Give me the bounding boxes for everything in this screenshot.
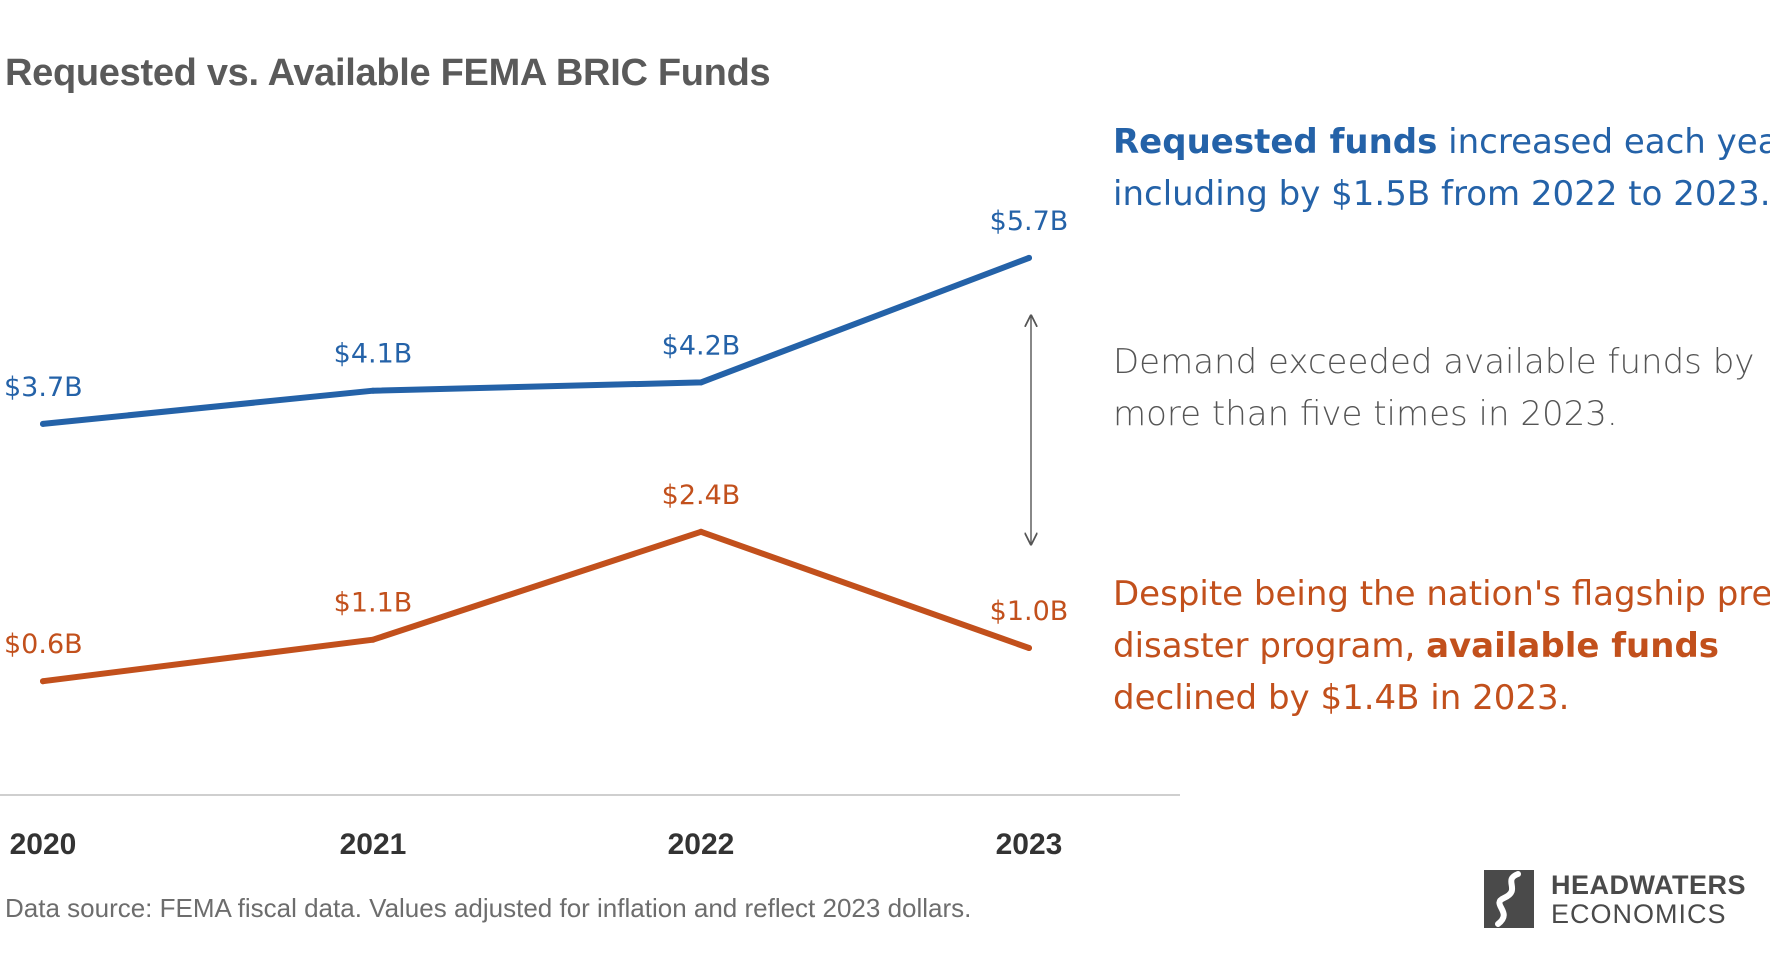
data-label: $1.0B — [990, 596, 1069, 627]
x-tick-label: 2023 — [996, 828, 1063, 861]
data-point — [1026, 254, 1032, 261]
headwaters-economics-logo: HEADWATERS ECONOMICS — [1484, 870, 1770, 930]
data-label: $4.1B — [334, 339, 413, 370]
gap-annotation-line1: Demand exceeded available funds by — [1113, 342, 1755, 382]
available-annotation-line2: disaster program, available funds — [1113, 620, 1770, 672]
gap-annotation-line2: more than five times in 2023. — [1113, 394, 1618, 434]
data-label: $2.4B — [662, 480, 741, 511]
available-annotation-line1: Despite being the nation's flagship pre- — [1113, 574, 1770, 614]
data-point — [1026, 645, 1032, 651]
data-source-note: Data source: FEMA fiscal data. Values ad… — [5, 893, 972, 923]
x-tick-label: 2022 — [668, 828, 735, 861]
data-point — [370, 387, 376, 394]
mountain-river-icon — [1484, 870, 1534, 928]
data-point — [40, 420, 46, 427]
series-line — [40, 528, 1032, 685]
requested-annotation: Requested funds increased each year, inc… — [1113, 116, 1770, 220]
data-label: $1.1B — [334, 588, 413, 619]
chart-title: Requested vs. Available FEMA BRIC Funds — [5, 52, 771, 94]
requested-annotation-line1: Requested funds increased each year, — [1113, 116, 1770, 168]
line-chart: 2020 2021 2022 2023 $3.7B $4.1B $4.2B $5.7B $0.… — [0, 206, 1180, 861]
data-point — [40, 678, 46, 685]
requested-annotation-line2: including by $1.5B from 2022 to 2023. — [1113, 174, 1770, 214]
available-funds-bold: available funds — [1426, 626, 1720, 666]
gap-annotation: Demand exceeded available funds by more … — [1113, 336, 1754, 440]
available-annotation-line3: declined by $1.4B in 2023. — [1113, 678, 1570, 718]
data-point — [698, 379, 704, 386]
data-point — [370, 636, 376, 643]
data-label: $3.7B — [4, 372, 83, 403]
requested-funds-bold: Requested funds — [1113, 122, 1438, 162]
x-tick-label: 2021 — [340, 828, 407, 861]
data-label: $5.7B — [990, 206, 1069, 237]
series-line — [40, 254, 1032, 427]
logo-text-headwaters: HEADWATERS — [1551, 870, 1747, 900]
data-point — [698, 528, 704, 535]
requested-annotation-line1-rest: increased each year, — [1437, 122, 1770, 162]
logo-text-economics: ECONOMICS — [1551, 899, 1727, 929]
available-annotation-line2-start: disaster program, — [1113, 626, 1427, 666]
x-tick-label: 2020 — [10, 828, 77, 861]
available-annotation: Despite being the nation's flagship pre-… — [1113, 568, 1770, 724]
data-label: $4.2B — [662, 330, 741, 361]
data-label: $0.6B — [4, 629, 83, 660]
